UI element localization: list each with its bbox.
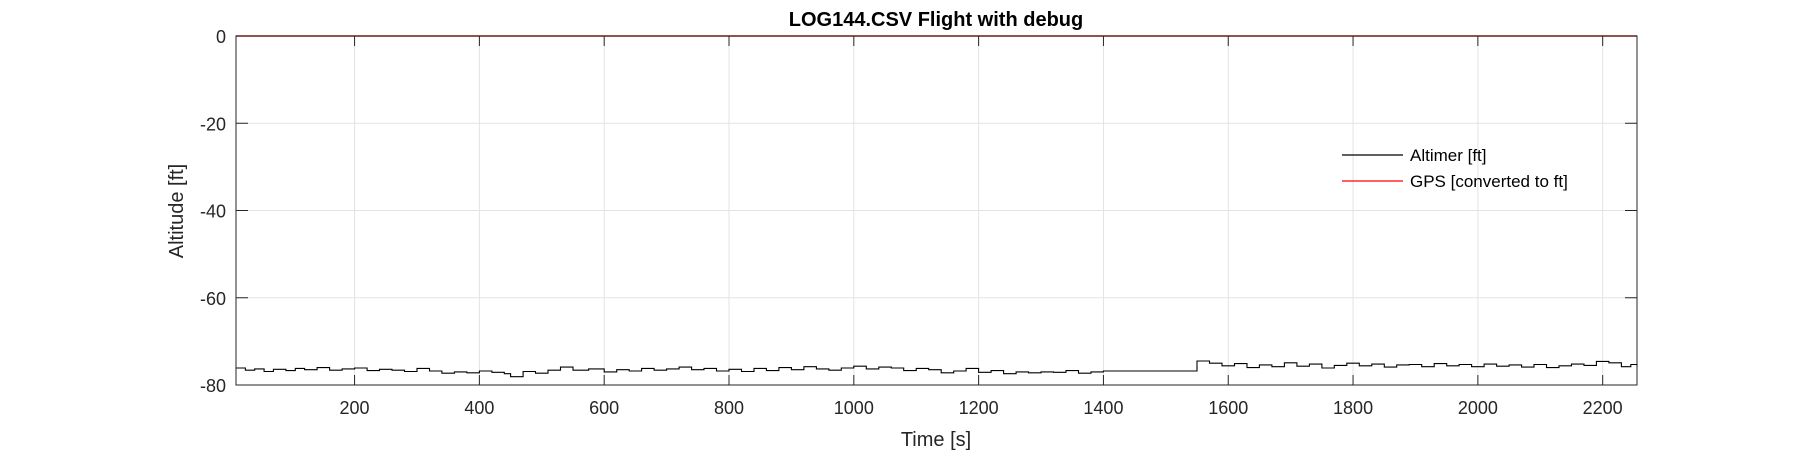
y-tick-label: -20 — [200, 114, 226, 134]
x-tick-label: 1800 — [1333, 398, 1373, 418]
x-tick-label: 600 — [589, 398, 619, 418]
y-tick-label: 0 — [216, 27, 226, 47]
x-tick-label: 1000 — [834, 398, 874, 418]
x-tick-label: 800 — [714, 398, 744, 418]
x-tick-label: 1200 — [959, 398, 999, 418]
y-tick-label: -80 — [200, 376, 226, 396]
x-tick-labels: 200 400 600 800 1000 1200 1400 1600 1800 2000 2200 — [340, 398, 1623, 418]
legend: Altimer [ft] GPS [converted to ft] — [1342, 146, 1568, 191]
tick-marks — [236, 35, 1637, 386]
y-axis-label: Altitude [ft] — [166, 164, 188, 259]
series-line-altimer — [236, 360, 1638, 378]
legend-label-altimer: Altimer [ft] — [1410, 146, 1487, 165]
x-tick-label: 2000 — [1458, 398, 1498, 418]
x-tick-label: 400 — [464, 398, 494, 418]
y-tick-labels: 0 -20 -40 -60 -80 — [200, 27, 226, 396]
y-tick-label: -60 — [200, 289, 226, 309]
x-tick-label: 2200 — [1583, 398, 1623, 418]
y-tick-label: -40 — [200, 202, 226, 222]
x-tick-label: 1400 — [1083, 398, 1123, 418]
chart-title: LOG144.CSV Flight with debug — [789, 9, 1083, 31]
x-tick-label: 1600 — [1208, 398, 1248, 418]
legend-label-gps: GPS [converted to ft] — [1410, 172, 1568, 191]
x-axis-label: Time [s] — [901, 429, 971, 450]
x-tick-label: 200 — [340, 398, 370, 418]
